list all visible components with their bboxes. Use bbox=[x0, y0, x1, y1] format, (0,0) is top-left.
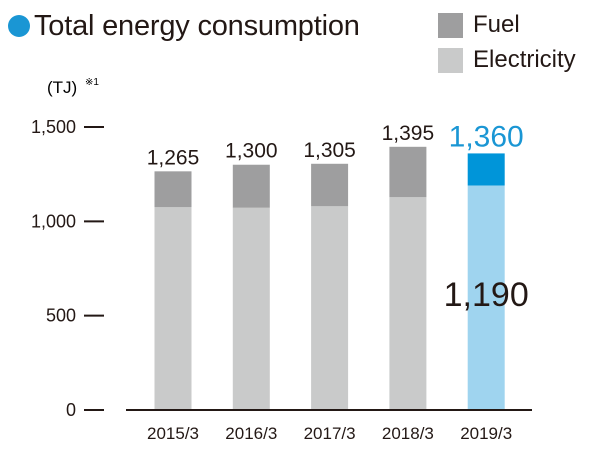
bar-fuel bbox=[467, 153, 505, 186]
bar-total-label-highlight: 1,360 bbox=[449, 120, 524, 153]
legend-label-fuel: Fuel bbox=[473, 11, 520, 38]
x-axis-labels: 2015/3 2016/3 2017/3 2018/3 2019/3 bbox=[147, 424, 512, 443]
y-axis: 0 500 1,000 1,500 bbox=[31, 117, 104, 420]
x-axis-tick-label: 2015/3 bbox=[147, 424, 199, 443]
bar-total-label: 1,305 bbox=[303, 139, 356, 162]
y-axis-tick-label: 0 bbox=[66, 400, 76, 420]
legend-item-electricity: Electricity bbox=[438, 46, 576, 74]
bar-total-label: 1,265 bbox=[147, 146, 200, 169]
bar-electricity bbox=[389, 197, 427, 410]
bar-fuel bbox=[389, 146, 427, 198]
bar-total-label: 1,300 bbox=[225, 140, 278, 163]
legend-label-electricity: Electricity bbox=[473, 46, 576, 73]
title-bullet-icon bbox=[8, 15, 30, 37]
legend-swatch-electricity bbox=[438, 47, 463, 73]
bar-electricity bbox=[311, 206, 349, 410]
legend-item-fuel: Fuel bbox=[438, 11, 520, 39]
chart-title: Total energy consumption bbox=[8, 6, 360, 46]
x-axis-tick-label: 2018/3 bbox=[382, 424, 434, 443]
bar-fuel bbox=[311, 163, 349, 207]
y-axis-tick-label: 500 bbox=[46, 306, 76, 326]
legend-swatch-fuel bbox=[438, 12, 463, 38]
chart-title-text: Total energy consumption bbox=[34, 9, 360, 42]
bar-electricity bbox=[232, 207, 270, 410]
bar-electricity bbox=[154, 207, 192, 410]
bar-total-label: 1,395 bbox=[382, 122, 435, 145]
y-axis-tick-label: 1,500 bbox=[31, 117, 76, 137]
y-axis-tick-label: 1,000 bbox=[31, 211, 76, 231]
bar-series bbox=[154, 146, 505, 410]
x-axis-tick-label: 2017/3 bbox=[304, 424, 356, 443]
x-axis-tick-label: 2016/3 bbox=[225, 424, 277, 443]
bar-inside-label: 1,190 bbox=[444, 276, 529, 314]
bar-electricity bbox=[467, 185, 505, 410]
y-axis-unit-label: (TJ) bbox=[47, 78, 77, 97]
bar-total-labels: 1,265 1,300 1,305 1,395 1,360 1,190 bbox=[147, 120, 529, 314]
x-axis-tick-label: 2019/3 bbox=[460, 424, 512, 443]
bar-fuel bbox=[154, 171, 192, 208]
y-axis-unit-footnote: ※1 bbox=[85, 77, 99, 88]
bar-fuel bbox=[232, 164, 270, 208]
